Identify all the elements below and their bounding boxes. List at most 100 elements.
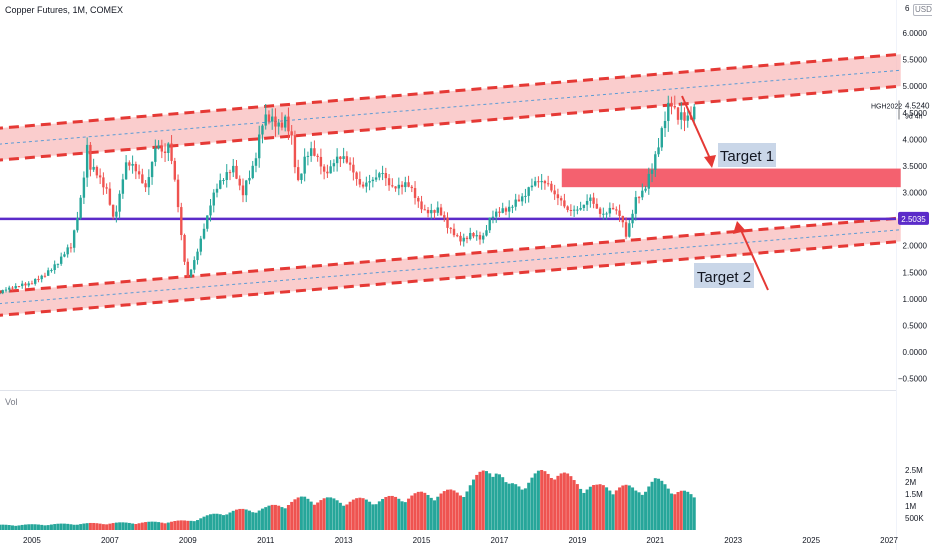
volume-bar bbox=[323, 498, 326, 530]
volume-bar bbox=[277, 506, 280, 530]
volume-bar bbox=[365, 500, 368, 530]
candle-body bbox=[154, 148, 156, 162]
volume-bar bbox=[644, 492, 647, 530]
candle-body bbox=[531, 186, 533, 188]
volume-bar bbox=[391, 496, 394, 530]
volume-bar bbox=[488, 473, 491, 530]
candle-body bbox=[378, 173, 380, 177]
candle-body bbox=[521, 196, 523, 201]
candle-body bbox=[229, 172, 231, 173]
candle-body bbox=[433, 210, 435, 213]
candle-body bbox=[18, 286, 20, 287]
volume-bar bbox=[34, 524, 37, 530]
candle-body bbox=[443, 215, 445, 217]
volume-bar bbox=[384, 497, 387, 530]
volume-bar bbox=[465, 491, 468, 530]
candle-body bbox=[183, 235, 185, 262]
volume-bar bbox=[677, 492, 680, 530]
candle-body bbox=[170, 144, 172, 161]
candle-body bbox=[2, 290, 4, 293]
candle-body bbox=[245, 180, 247, 195]
candle-body bbox=[635, 197, 637, 214]
candle-body bbox=[86, 145, 88, 178]
candle-body bbox=[508, 207, 510, 212]
candle-body bbox=[440, 207, 442, 215]
candle-body bbox=[174, 161, 176, 180]
target-zone-rect bbox=[562, 169, 901, 188]
volume-bar bbox=[358, 498, 361, 530]
candle-body bbox=[385, 173, 387, 178]
candle-body bbox=[203, 229, 205, 239]
volume-bar bbox=[63, 524, 66, 530]
candle-body bbox=[492, 217, 494, 218]
candle-body bbox=[70, 247, 72, 248]
volume-bar bbox=[216, 514, 219, 530]
volume-bar bbox=[342, 506, 345, 530]
candle-body bbox=[661, 128, 663, 147]
volume-bar bbox=[586, 489, 589, 530]
volume-bar bbox=[154, 522, 157, 530]
candle-body bbox=[596, 204, 598, 209]
price-tick-label: 6.0000 bbox=[903, 29, 928, 38]
candle-body bbox=[352, 165, 354, 173]
volume-bar bbox=[612, 494, 615, 530]
volume-bar bbox=[209, 514, 212, 530]
volume-tick-label: 1.5M bbox=[905, 490, 923, 499]
candle-body bbox=[196, 252, 198, 260]
candle-body bbox=[683, 112, 685, 121]
volume-bar bbox=[576, 484, 579, 530]
time-tick-label: 2023 bbox=[724, 536, 742, 545]
volume-bar bbox=[310, 502, 313, 530]
price-tick-label: 5.5000 bbox=[903, 56, 928, 65]
volume-bar bbox=[66, 524, 69, 530]
volume-bar bbox=[30, 524, 33, 530]
volume-tick-label: 500K bbox=[905, 514, 924, 523]
candle-body bbox=[112, 205, 114, 217]
candle-body bbox=[92, 167, 94, 170]
volume-bar bbox=[167, 523, 170, 530]
candle-body bbox=[157, 145, 159, 148]
candle-body bbox=[570, 210, 572, 211]
candle-body bbox=[381, 173, 383, 174]
volume-bar bbox=[368, 502, 371, 530]
annotation-layer: Target 1 Target 2 bbox=[682, 96, 776, 290]
time-tick-label: 2009 bbox=[179, 536, 197, 545]
volume-bar bbox=[410, 496, 413, 530]
volume-bar bbox=[27, 524, 30, 530]
volume-bar bbox=[537, 471, 540, 530]
volume-bar bbox=[651, 482, 654, 530]
candle-body bbox=[609, 208, 611, 214]
volume-bar bbox=[21, 525, 24, 530]
candle-body bbox=[589, 198, 591, 201]
volume-bar bbox=[514, 484, 517, 530]
volume-bar bbox=[180, 520, 183, 530]
candle-body bbox=[339, 157, 341, 159]
candle-body bbox=[76, 218, 78, 230]
volume-bar bbox=[602, 485, 605, 530]
candle-body bbox=[102, 177, 104, 187]
volume-bar bbox=[453, 490, 456, 530]
volume-bar bbox=[332, 498, 335, 530]
volume-bar bbox=[293, 499, 296, 530]
candle-body bbox=[482, 236, 484, 240]
candle-body bbox=[687, 116, 689, 121]
volume-bar bbox=[634, 491, 637, 530]
candle-body bbox=[131, 164, 133, 166]
candle-body bbox=[281, 123, 283, 128]
candle-body bbox=[320, 157, 322, 167]
candle-body bbox=[573, 210, 575, 211]
volume-bar bbox=[95, 523, 98, 530]
candle-body bbox=[83, 178, 85, 198]
volume-bar bbox=[313, 505, 316, 530]
volume-bar bbox=[621, 485, 624, 530]
time-tick-label: 2005 bbox=[23, 536, 41, 545]
volume-bar bbox=[121, 522, 124, 530]
last-price-symbol: HGH2022 bbox=[871, 103, 902, 110]
volume-bar bbox=[423, 493, 426, 530]
volume-bar bbox=[582, 493, 585, 530]
volume-bar bbox=[76, 525, 79, 530]
candle-body bbox=[411, 187, 413, 188]
volume-bar bbox=[232, 511, 235, 530]
candle-body bbox=[268, 114, 270, 121]
